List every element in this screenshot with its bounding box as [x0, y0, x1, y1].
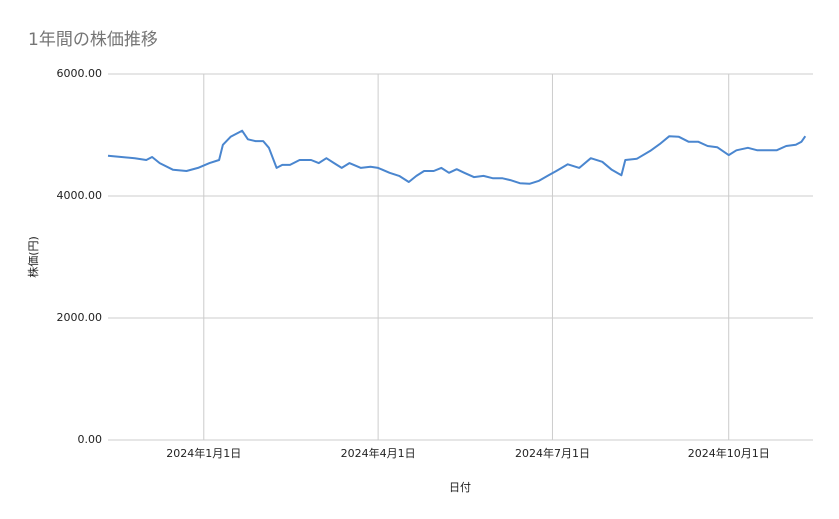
x-tick-label: 2024年7月1日: [515, 446, 590, 460]
y-axis-label: 株価(円): [26, 236, 40, 278]
x-tick-label: 2024年10月1日: [688, 446, 770, 460]
data-line: [107, 129, 807, 185]
y-tick-label: 6000.00: [57, 67, 103, 80]
x-axis-label: 日付: [449, 481, 471, 494]
chart-title: 1年間の株価推移: [28, 30, 158, 50]
x-tick-label: 2024年1月1日: [166, 446, 241, 460]
x-tick-label: 2024年4月1日: [341, 446, 416, 460]
y-tick-label: 0.00: [78, 433, 103, 446]
y-tick-label: 2000.00: [57, 311, 103, 324]
y-tick-label: 4000.00: [57, 189, 103, 202]
